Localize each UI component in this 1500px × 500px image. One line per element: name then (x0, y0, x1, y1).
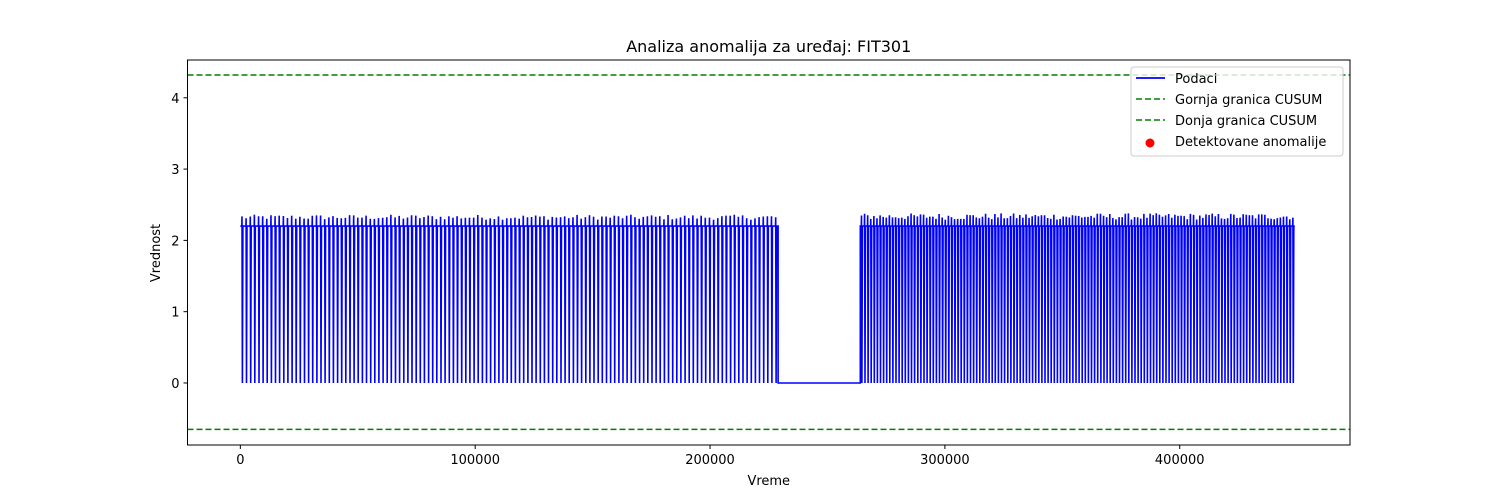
legend-label-lower: Donja granica CUSUM (1175, 114, 1317, 129)
data-series-line (240, 213, 1295, 384)
x-axis: 0 100000 200000 300000 400000 (236, 445, 1205, 468)
x-tick-label: 100000 (450, 453, 500, 468)
y-tick-label: 3 (171, 163, 179, 178)
plot-frame (187, 59, 1351, 446)
x-tick-label: 400000 (1155, 453, 1205, 468)
legend: Podaci Gornja granica CUSUM Donja granic… (1130, 66, 1344, 157)
y-axis: 0 1 2 3 4 (171, 92, 188, 392)
y-tick-label: 1 (171, 306, 179, 321)
legend-label-data: Podaci (1175, 72, 1217, 87)
y-tick-label: 4 (171, 92, 179, 107)
y-axis-label: Vrednost (149, 224, 164, 282)
legend-box (1130, 66, 1344, 157)
y-tick-label: 2 (171, 234, 179, 249)
legend-label-upper: Gornja granica CUSUM (1175, 93, 1322, 108)
x-tick-label: 200000 (685, 453, 735, 468)
legend-label-anomalies: Detektovane anomalije (1175, 135, 1326, 150)
legend-swatch-anomalies (1145, 138, 1155, 148)
x-axis-label: Vreme (747, 474, 790, 489)
x-tick-label: 0 (236, 453, 244, 468)
chart-title: Analiza anomalija za uređaj: FIT301 (626, 37, 911, 56)
y-tick-label: 0 (171, 377, 179, 392)
x-tick-label: 300000 (920, 453, 970, 468)
